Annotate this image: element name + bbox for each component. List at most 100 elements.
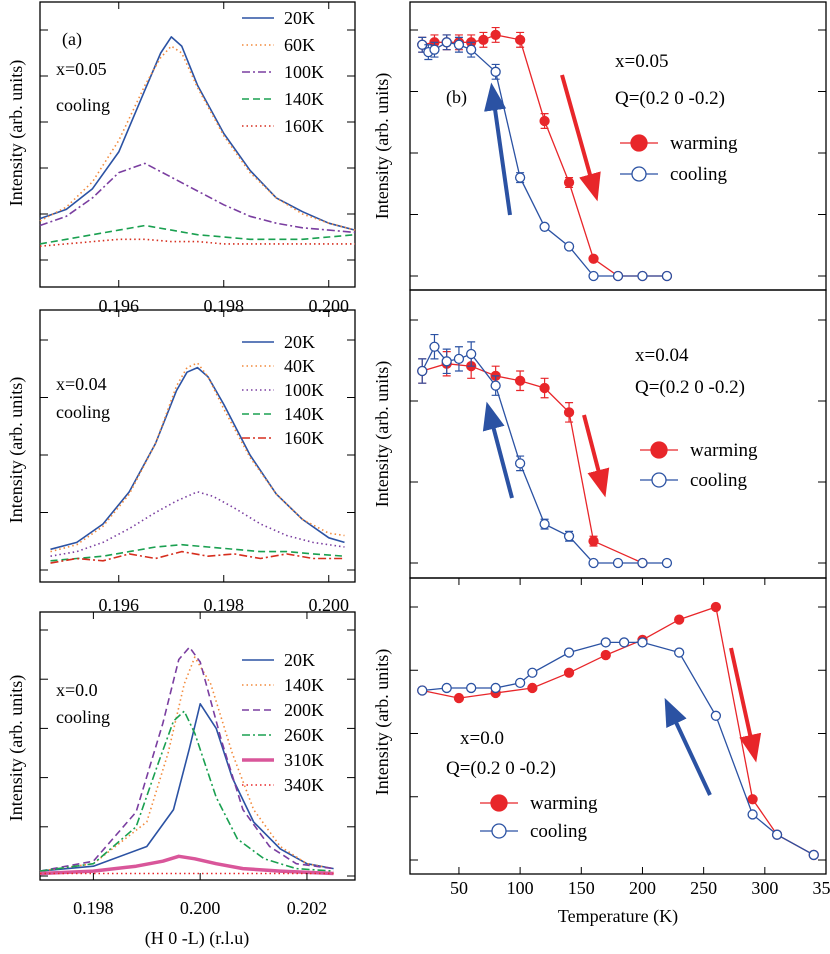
b1-legend-label-warming: warming (670, 133, 738, 154)
b3-point-warming (600, 649, 611, 661)
b1-cooling-arrow (484, 82, 512, 216)
b2-series-line-warming (422, 363, 643, 564)
b2-point-cooling (417, 365, 428, 377)
a2-series-140K (50, 543, 345, 562)
b3-legend: warming cooling (480, 793, 598, 842)
panel-b-label: (b) (446, 87, 467, 108)
b1-point-warming (490, 29, 501, 41)
a1-xtick-label: 0.200 (309, 296, 350, 316)
b3-cooling-arrow (664, 697, 712, 796)
b2-point-cooling (490, 380, 501, 391)
b2-point-warming (539, 382, 550, 394)
panel-a2: 0.196 0.198 0.200 x=0.04 cooling Intensity… (6, 309, 356, 615)
b1-point-cooling (588, 270, 599, 282)
a3-series-200K (39, 646, 334, 872)
b2-warming-arrow (582, 414, 610, 498)
b3-point-cooling (771, 829, 783, 840)
b2-point-cooling (514, 458, 526, 469)
a3-series-20K (39, 702, 334, 872)
a3-legend-label-260K: 260K (284, 725, 324, 745)
b3-point-cooling (618, 637, 630, 648)
b2-legend-marker-cooling (651, 472, 667, 488)
b2-cooling-arrow (482, 401, 514, 499)
a2-series-40K (50, 362, 345, 553)
a2-xtick-label: 0.196 (99, 595, 140, 615)
a3-xtick-label: 0.200 (180, 898, 221, 918)
b3-point-warming (453, 692, 465, 704)
b1-point-cooling (490, 66, 501, 77)
b3-point-cooling (747, 809, 758, 820)
b2-point-warming (514, 375, 526, 386)
a2-mode-label: cooling (56, 402, 110, 422)
b1-legend-marker-cooling (631, 166, 647, 182)
b3-xtick-label: 300 (751, 878, 778, 898)
b2-point-cooling (466, 348, 477, 360)
b2-point-cooling (539, 518, 550, 530)
b2-plot-area (417, 333, 673, 569)
a3-series-260K (39, 710, 334, 872)
b2-point-warming (588, 535, 599, 547)
b1-point-cooling (539, 221, 550, 232)
a1-composition-label: x=0.05 (56, 59, 107, 79)
b3-ylabel: Intensity (arb. units) (372, 649, 393, 795)
b3-plot-area (417, 601, 819, 861)
a1-legend: 20K 60K 100K 140K 160K (242, 8, 324, 136)
b3-xtick-label: 50 (450, 878, 468, 898)
b3-xtick-label: 200 (629, 878, 656, 898)
b3-point-cooling (441, 682, 452, 694)
b3-xtick-label: 350 (813, 878, 830, 898)
a2-series-20K (50, 366, 345, 551)
b1-point-cooling (514, 172, 526, 183)
b3-point-cooling (466, 682, 477, 694)
b2-composition-label: x=0.04 (635, 345, 689, 366)
b2-point-cooling (637, 557, 648, 569)
a3-legend: 20K 140K 200K 260K 310K 340K (242, 650, 324, 795)
panel-b1: (b) x=0.05 Q=(0.2 0 -0.2) Intensity (arb… (372, 1, 827, 291)
b1-q-label: Q=(0.2 0 -0.2) (615, 88, 725, 109)
panel-b3: 50 100 150 200 250 300 350 x=0.0 Q=(0.2 0 -0.2… (372, 577, 830, 927)
a1-ylabel: Intensity (arb. units) (6, 60, 27, 206)
a2-frame (39, 309, 356, 583)
b3-point-cooling (527, 667, 538, 678)
b3-legend-marker-warming (490, 794, 508, 812)
b2-point-cooling (588, 557, 599, 569)
b1-series-line-cooling (421, 41, 667, 277)
b2-q-label: Q=(0.2 0 -0.2) (635, 377, 745, 398)
b2-point-warming (563, 407, 575, 418)
a2-legend: 20K 40K 100K 140K 160K (242, 332, 324, 448)
b3-legend-label-cooling: cooling (530, 821, 587, 842)
b1-point-warming (539, 115, 550, 127)
a1-xtick-label: 0.198 (204, 296, 245, 316)
a1-legend-label-60K: 60K (284, 35, 315, 55)
b1-legend-label-cooling: cooling (670, 164, 727, 185)
b3-point-cooling (563, 647, 575, 658)
panel-a-label: (a) (62, 29, 82, 50)
a2-xtick-label: 0.200 (309, 595, 350, 615)
a2-legend-label-160K: 160K (284, 428, 324, 448)
a2-ticks: 0.196 0.198 0.200 (40, 310, 355, 615)
b3-xtick-label: 150 (568, 878, 595, 898)
a1-ticks: 0.196 0.198 0.200 (40, 2, 355, 316)
panel-a1: 0.196 0.198 0.200 (a) x=0.05 cooling Inten… (6, 1, 356, 316)
b2-legend-label-cooling: cooling (690, 470, 747, 491)
b2-point-cooling (563, 531, 575, 542)
b1-point-cooling (466, 44, 477, 55)
b1-point-cooling (429, 44, 440, 55)
a1-series-60K (39, 45, 356, 231)
b1-ylabel: Intensity (arb. units) (372, 73, 393, 219)
a3-composition-label: x=0.0 (56, 680, 98, 700)
b3-xtick-label: 100 (507, 878, 534, 898)
b2-ylabel: Intensity (arb. units) (372, 361, 393, 507)
a2-series-100K (50, 490, 345, 557)
b3-xlabel: Temperature (K) (558, 906, 678, 927)
a1-series-140K (39, 224, 356, 245)
b3-frame (409, 577, 827, 875)
a1-series-100K (39, 162, 356, 234)
a2-legend-label-20K: 20K (284, 332, 315, 352)
b2-legend-marker-warming (650, 441, 668, 459)
b3-legend-label-warming: warming (530, 793, 598, 814)
a3-mode-label: cooling (56, 707, 110, 727)
b1-legend: warming cooling (620, 133, 738, 185)
a3-legend-label-200K: 200K (284, 700, 324, 720)
